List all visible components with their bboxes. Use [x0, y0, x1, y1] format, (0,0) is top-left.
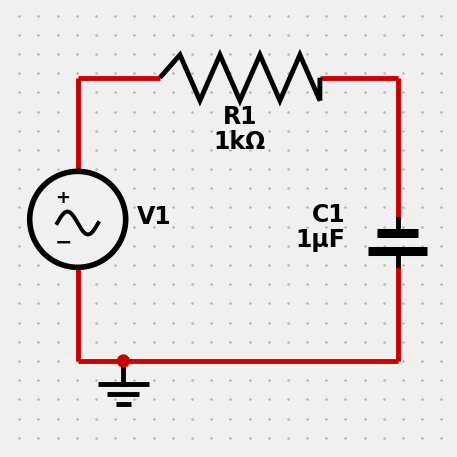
- Text: R1: R1: [223, 105, 257, 129]
- Text: 1kΩ: 1kΩ: [214, 130, 266, 154]
- Text: C1: C1: [311, 203, 345, 227]
- Text: −: −: [55, 232, 73, 252]
- Text: 1μF: 1μF: [295, 228, 345, 252]
- Circle shape: [30, 171, 126, 267]
- Circle shape: [117, 355, 129, 367]
- Text: V1: V1: [137, 205, 172, 229]
- Text: +: +: [56, 189, 70, 207]
